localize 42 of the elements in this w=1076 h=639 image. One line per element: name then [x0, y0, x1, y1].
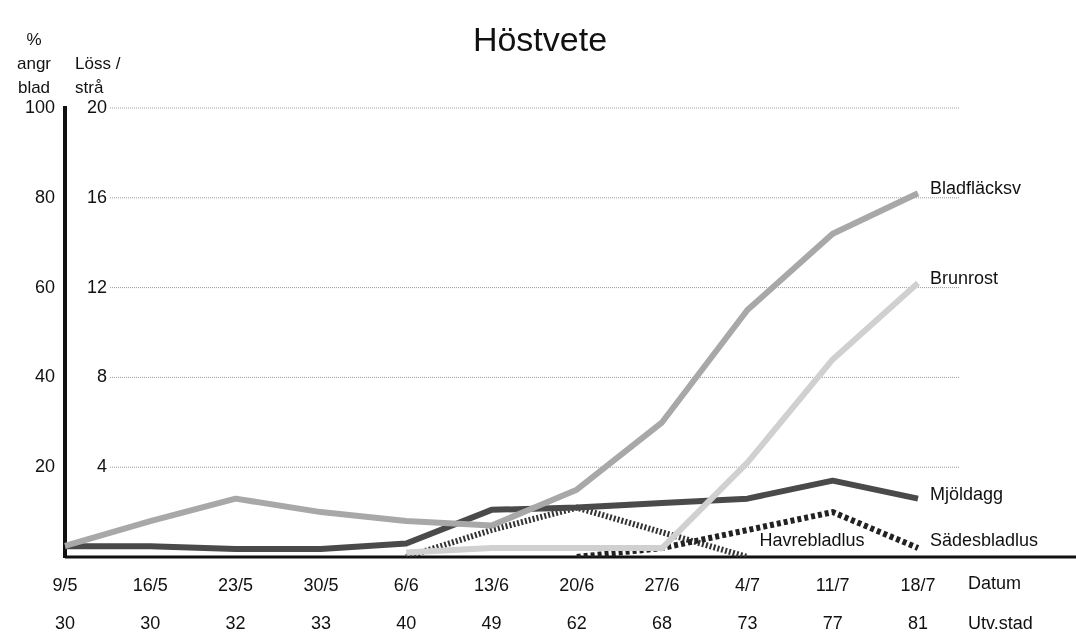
y2-tick-label: 16	[86, 186, 107, 207]
x-tick-label: 11/7	[815, 574, 850, 595]
y-tick-label: 100	[24, 96, 55, 117]
text: 77	[822, 612, 843, 633]
text: 30	[54, 612, 76, 633]
chart-title: Höstvete	[472, 20, 608, 59]
series-label: Brunrost	[930, 268, 999, 289]
y-tick-label: 80	[34, 186, 55, 207]
text: 73	[737, 612, 758, 633]
text: Utv.stad	[968, 612, 1033, 633]
x-tick-label: 20/6	[559, 574, 595, 595]
y-axis-title: % angr blad	[16, 29, 52, 97]
x-tick-label: 13/6	[473, 574, 510, 595]
text: 30	[140, 612, 161, 633]
x-tick-label: 16/5	[132, 574, 168, 595]
series-label: Havrebladlus	[759, 529, 865, 550]
text: 81	[907, 612, 929, 633]
x-tick-label: 6/6	[393, 574, 419, 595]
series-label: Mjöldagg	[930, 483, 1004, 504]
y2-tick-label: 12	[86, 276, 107, 297]
y2-tick-label: 20	[86, 96, 107, 117]
x-tick-label: 27/6	[644, 574, 680, 595]
y-tick-label: 60	[34, 276, 55, 297]
y-tick-label: 40	[34, 366, 55, 387]
text: 49	[481, 612, 502, 633]
text: 62	[566, 612, 587, 633]
series-label: Bladfläcksv	[930, 178, 1022, 199]
x-axis-title: Datum	[968, 572, 1022, 593]
x-tick-label: 23/5	[218, 574, 254, 595]
y2-tick-label: 4	[96, 456, 107, 477]
series-label: Sädesbladlus	[930, 529, 1039, 550]
y-tick-label: 20	[34, 456, 55, 477]
y2-axis-title: Löss / strå	[75, 53, 121, 97]
text: 40	[396, 612, 417, 633]
x-tick-label: 4/7	[734, 574, 760, 595]
text: 32	[225, 612, 246, 633]
x-tick-label: 18/7	[900, 574, 936, 595]
text: 68	[652, 612, 673, 633]
y2-tick-label: 8	[96, 366, 107, 387]
text: 33	[310, 612, 331, 633]
x-tick-label: 9/5	[52, 574, 78, 595]
x-tick-label: 30/5	[303, 574, 339, 595]
